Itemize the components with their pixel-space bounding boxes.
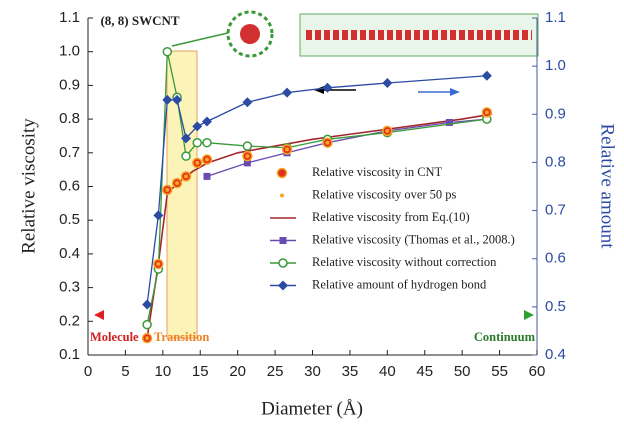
- point: [181, 133, 192, 144]
- point: [243, 159, 251, 167]
- y-tick-label: 0.8: [59, 110, 80, 127]
- y-tick-label: 0.2: [59, 312, 80, 329]
- point: [192, 137, 203, 148]
- series-line: [146, 113, 493, 339]
- point: [142, 299, 153, 310]
- point: [285, 147, 290, 152]
- point: [202, 137, 212, 148]
- nanotube-core: [240, 24, 260, 44]
- y2-tick-label: 0.4: [545, 346, 566, 363]
- point: [481, 70, 492, 81]
- region-label: Molecule: [90, 330, 139, 344]
- x-tick-label: 25: [267, 363, 284, 380]
- x-axis-label: Diameter (Å): [261, 398, 363, 419]
- region-label: Transition: [154, 330, 209, 344]
- y2-tick-label: 0.6: [545, 250, 566, 267]
- legend-marker: [279, 237, 287, 244]
- point: [181, 151, 191, 161]
- series-line: [146, 51, 487, 325]
- arrow-head: [450, 88, 460, 96]
- legend-marker: [276, 167, 288, 179]
- legend-marker: [280, 193, 284, 198]
- point: [385, 128, 390, 133]
- point: [201, 116, 212, 127]
- point: [242, 97, 253, 108]
- annotation: (8, 8) SWCNT: [100, 13, 179, 28]
- point: [172, 94, 183, 105]
- point: [204, 157, 209, 162]
- point: [382, 77, 393, 88]
- y-tick-label: 0.6: [59, 177, 80, 194]
- x-tick-label: 5: [121, 363, 129, 380]
- pointer: [171, 31, 233, 47]
- point: [484, 110, 489, 115]
- point: [282, 87, 293, 98]
- y2-tick-label: 0.8: [545, 153, 566, 170]
- x-tick-label: 20: [229, 363, 246, 380]
- point: [325, 140, 330, 145]
- point: [203, 172, 211, 180]
- y-axis-label: Relative viscosity: [18, 118, 39, 254]
- y-tick-label: 0.4: [59, 245, 80, 262]
- point: [445, 118, 453, 126]
- x-tick-label: 60: [529, 363, 546, 380]
- legend-marker: [278, 280, 288, 291]
- legend-label: Relative viscosity over 50 ps: [312, 187, 457, 201]
- arrow-head: [314, 86, 324, 94]
- point: [184, 174, 189, 179]
- point: [165, 187, 170, 192]
- x-tick-label: 30: [304, 363, 321, 380]
- legend-label: Relative viscosity without correction: [312, 255, 497, 269]
- y2-tick-label: 1.0: [545, 57, 566, 74]
- point: [145, 336, 150, 341]
- x-tick-label: 10: [154, 363, 171, 380]
- arrow-head: [94, 310, 104, 320]
- y2-tick-label: 0.7: [545, 202, 566, 219]
- x-tick-label: 45: [416, 363, 433, 380]
- legend-label: Relative amount of hydrogen bond: [312, 277, 487, 291]
- point: [175, 181, 180, 186]
- point: [322, 82, 333, 93]
- y-tick-label: 0.5: [59, 211, 80, 228]
- point: [156, 262, 161, 267]
- y2-axis-label: Relative amount: [597, 123, 618, 249]
- x-tick-label: 0: [84, 363, 92, 380]
- transition-region: [166, 50, 198, 339]
- point: [195, 160, 200, 165]
- y-tick-label: 0.7: [59, 144, 80, 161]
- point: [242, 141, 253, 151]
- legend-label: Relative viscosity from Eq.(10): [312, 210, 470, 224]
- point: [153, 210, 164, 221]
- point: [162, 46, 173, 57]
- point: [192, 121, 203, 132]
- y-tick-label: 1.1: [59, 9, 80, 26]
- y2-tick-label: 0.5: [545, 298, 566, 315]
- y2-tick-label: 0.9: [545, 105, 566, 122]
- y-tick-label: 0.9: [59, 76, 80, 93]
- y2-tick-label: 1.1: [545, 9, 566, 26]
- point: [162, 94, 173, 105]
- region-label: Continuum: [474, 330, 536, 344]
- series-line: [146, 75, 487, 305]
- x-tick-label: 50: [454, 363, 471, 380]
- point: [142, 319, 152, 330]
- x-tick-label: 35: [342, 363, 359, 380]
- legend-label: Relative viscosity in CNT: [312, 165, 443, 179]
- legend-label: Relative viscosity (Thomas et al., 2008.…: [312, 232, 515, 246]
- y-tick-label: 1.0: [59, 43, 80, 60]
- x-tick-label: 15: [192, 363, 209, 380]
- arrow-head: [524, 310, 534, 320]
- x-tick-label: 40: [379, 363, 396, 380]
- x-tick-label: 55: [491, 363, 508, 380]
- point: [245, 154, 250, 159]
- y-tick-label: 0.3: [59, 279, 80, 296]
- legend-marker: [278, 258, 288, 268]
- y-tick-label: 0.1: [59, 346, 80, 363]
